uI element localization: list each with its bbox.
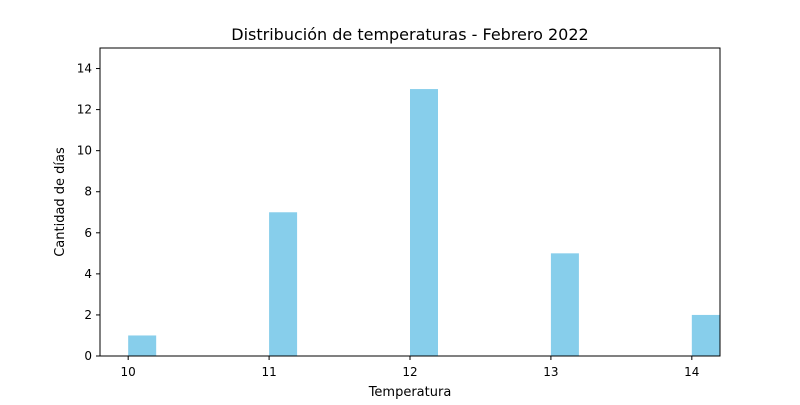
- bar-13: [550, 253, 579, 356]
- x-tick-label: 11: [261, 365, 276, 379]
- bar-12: [410, 89, 438, 357]
- y-tick-label: 6: [84, 226, 92, 240]
- bar-10: [128, 335, 157, 356]
- y-axis-ticks: 0 2 4 6 8 10 12 14: [77, 62, 100, 363]
- bar-14: [691, 314, 720, 356]
- x-axis-ticks: 10 11 12 13 14: [121, 356, 699, 379]
- y-tick-label: 12: [77, 103, 92, 117]
- y-tick-label: 0: [84, 349, 92, 363]
- y-tick-label: 8: [84, 185, 92, 199]
- bar-11: [269, 212, 298, 356]
- x-axis-label: Temperatura: [368, 385, 452, 400]
- y-tick-label: 2: [84, 308, 92, 322]
- y-tick-label: 14: [77, 62, 92, 76]
- x-tick-label: 13: [543, 365, 558, 379]
- plot-frame: [99, 47, 721, 357]
- chart-title: Distribución de temperaturas - Febrero 2…: [231, 25, 588, 44]
- y-tick-label: 10: [77, 144, 92, 158]
- y-axis-label: Cantidad de días: [53, 147, 68, 257]
- x-tick-label: 10: [121, 365, 136, 379]
- x-tick-label: 14: [684, 365, 699, 379]
- bars-group: [128, 89, 720, 357]
- x-tick-label: 12: [402, 365, 417, 379]
- y-tick-label: 4: [84, 267, 92, 281]
